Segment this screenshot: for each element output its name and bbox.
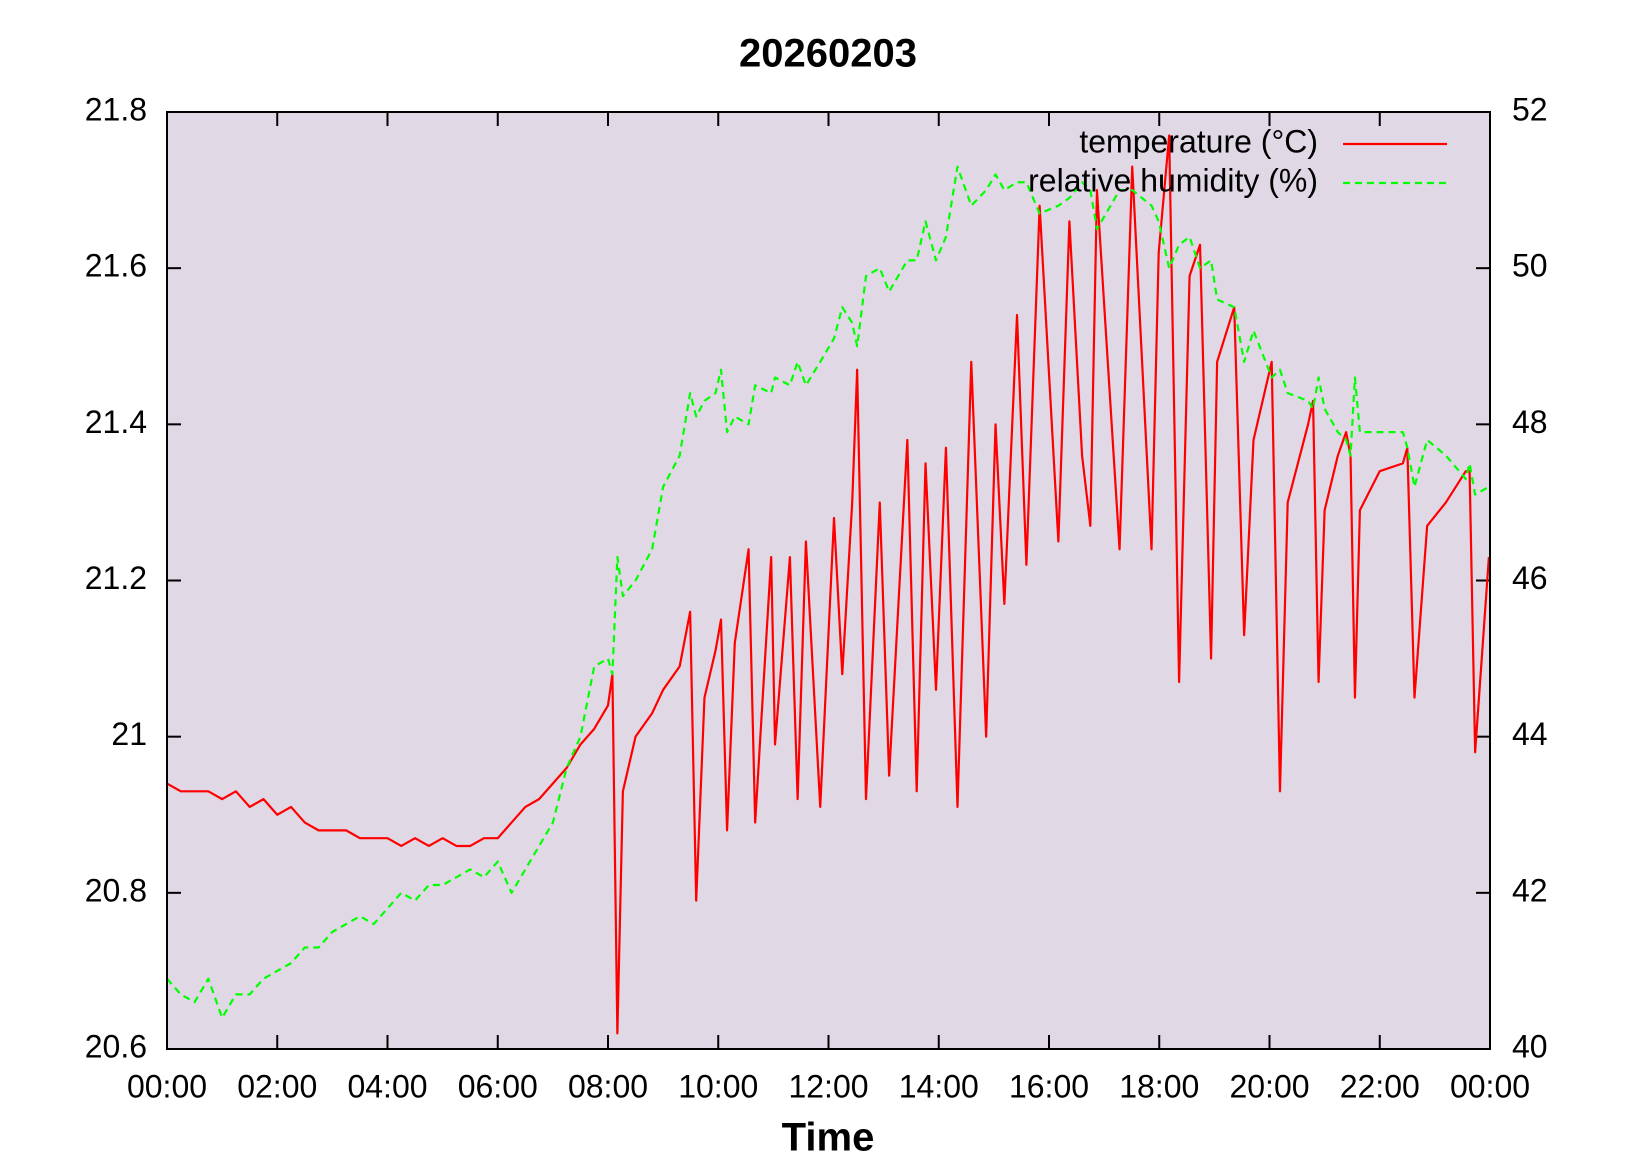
x-tick-label: 12:00 [788,1068,868,1104]
x-tick-label: 22:00 [1340,1068,1420,1104]
x-tick-label: 10:00 [678,1068,758,1104]
x-tick-label: 00:00 [127,1068,207,1104]
y2-tick-label: 48 [1512,404,1548,440]
legend-label: temperature (°C) [1079,123,1318,159]
y-tick-label: 21.6 [85,248,147,284]
x-tick-label: 02:00 [237,1068,317,1104]
plot-area [167,112,1490,1049]
y2-tick-label: 50 [1512,248,1548,284]
series-line [166,165,1490,1019]
x-tick-label: 08:00 [568,1068,648,1104]
chart-title: 20260203 [739,32,917,76]
series-line [166,134,1490,1035]
x-tick-label: 14:00 [899,1068,979,1104]
y2-tick-label: 40 [1512,1028,1548,1064]
y2-tick-label: 52 [1512,91,1548,127]
x-tick-label: 00:00 [1450,1068,1530,1104]
y-tick-label: 21 [111,716,147,752]
x-tick-label: 18:00 [1119,1068,1199,1104]
y2-tick-label: 46 [1512,560,1548,596]
y-tick-label: 21.2 [85,560,147,596]
x-tick-label: 16:00 [1009,1068,1089,1104]
y-tick-label: 21.4 [85,404,147,440]
legend-label: relative humidity (%) [1028,162,1318,198]
y-tick-label: 20.6 [85,1028,147,1064]
y2-tick-label: 44 [1512,716,1548,752]
x-tick-label: 20:00 [1229,1068,1309,1104]
x-tick-label: 04:00 [347,1068,427,1104]
y2-tick-label: 42 [1512,872,1548,908]
x-tick-label: 06:00 [458,1068,538,1104]
y-tick-label: 20.8 [85,872,147,908]
x-axis-title: Time [782,1116,875,1155]
y-tick-label: 21.8 [85,91,147,127]
plot-border [166,111,1491,1050]
